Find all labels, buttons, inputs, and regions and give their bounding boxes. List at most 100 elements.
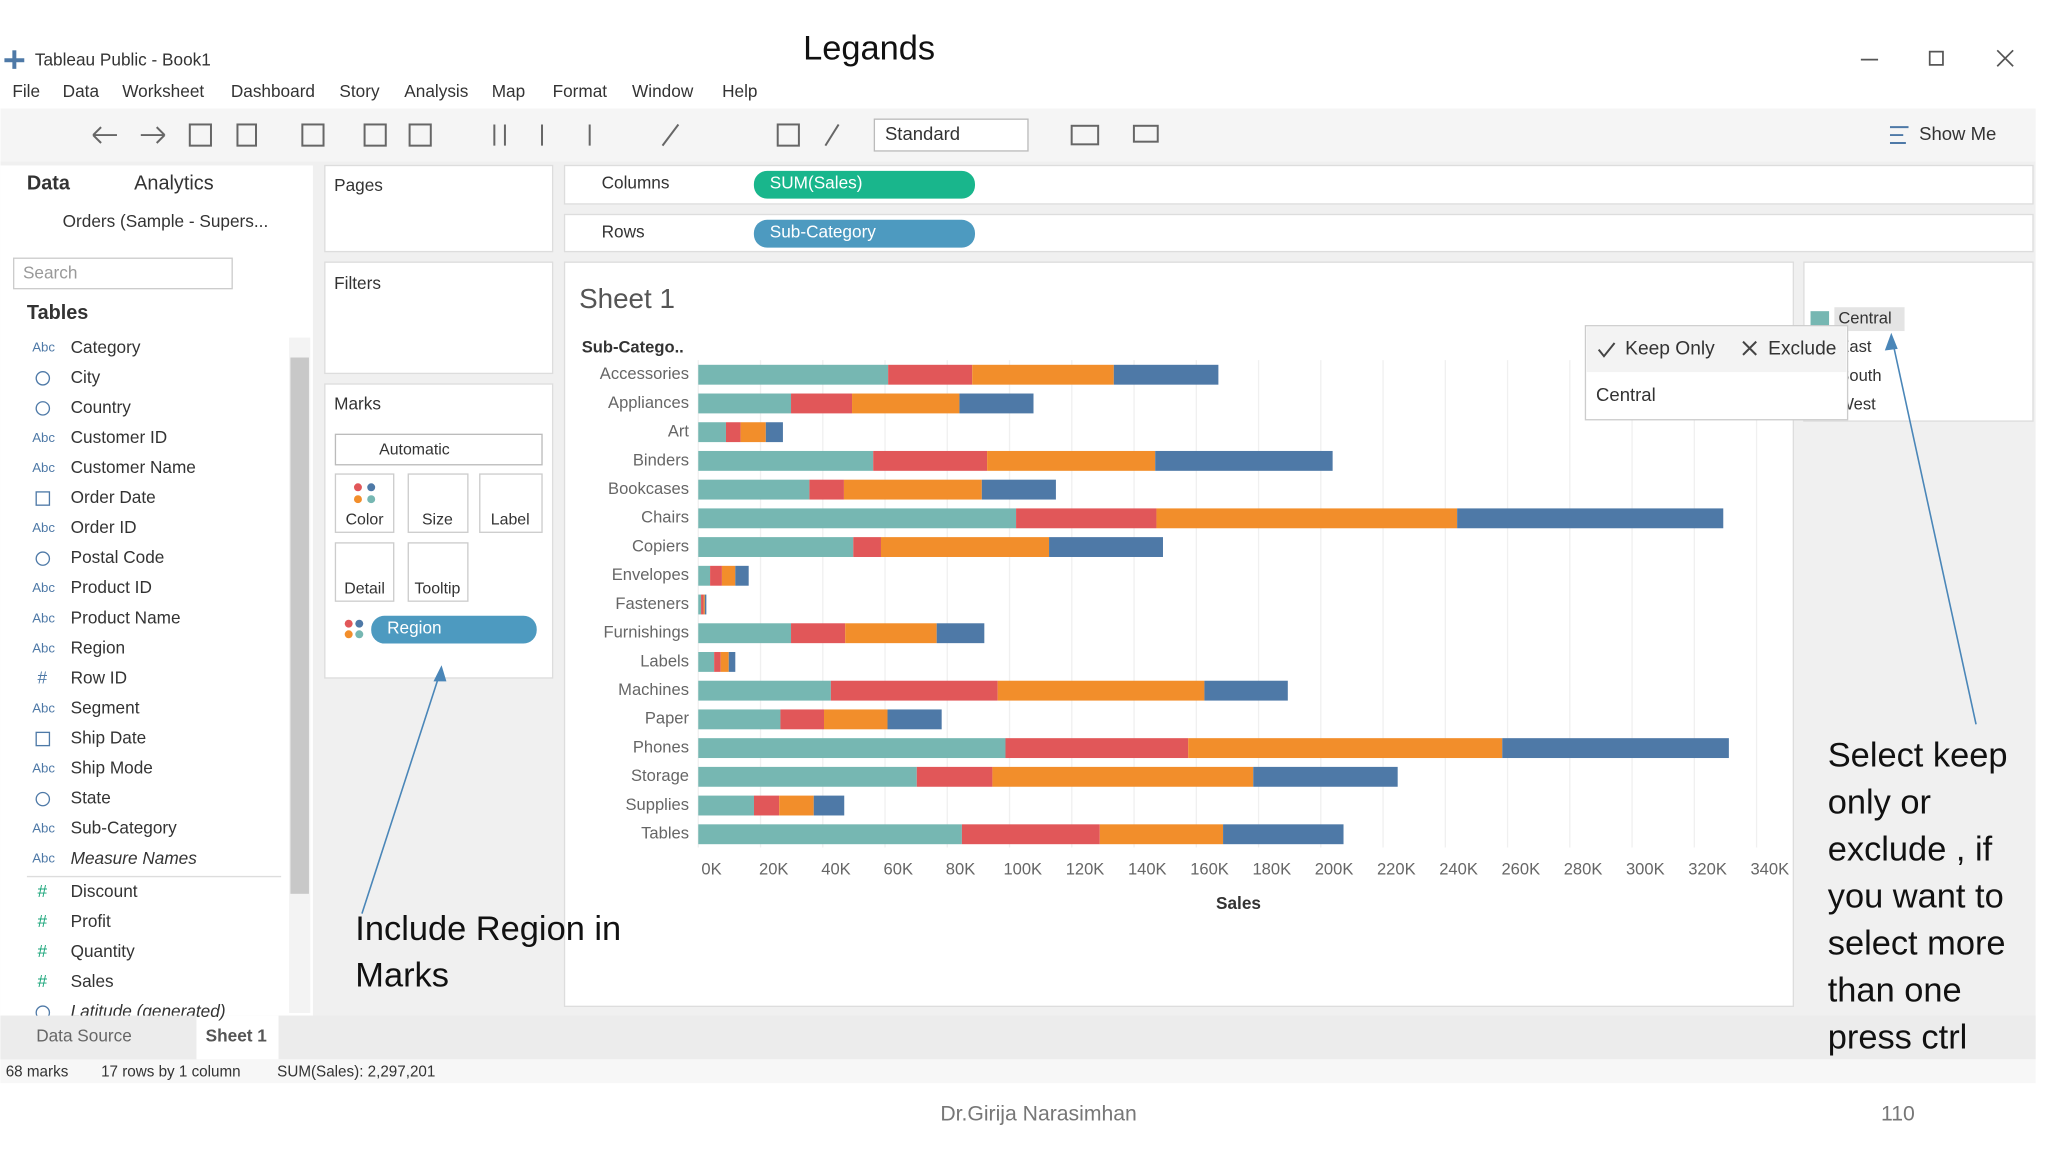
menu-item[interactable]: Window [632,81,694,101]
bar-segment[interactable] [791,393,853,414]
field-name[interactable]: Order ID [71,517,137,537]
bar-segment[interactable] [830,680,998,701]
bar-segment[interactable] [710,565,722,586]
show-me[interactable]: Show Me [1919,123,1996,144]
menu-item[interactable]: Data [63,81,100,101]
menu-item[interactable]: Map [492,81,525,101]
bar-segment[interactable] [1113,364,1219,385]
mark-type[interactable]: Automatic [379,441,450,458]
field-name[interactable]: Order Date [71,487,156,507]
legend-label[interactable]: Central [1838,308,1891,327]
menu-item[interactable]: Worksheet [122,81,204,101]
scroll-thumb[interactable] [290,357,309,894]
rows-pill-text[interactable]: Sub-Category [770,222,877,242]
analytics-tab[interactable]: Analytics [134,172,214,194]
bar-segment[interactable] [961,824,1100,845]
mark-button[interactable]: Detail [344,580,385,597]
mark-button[interactable]: Tooltip [414,580,460,597]
view-size[interactable]: Standard [885,123,960,144]
bar-segment[interactable] [1502,738,1729,759]
keep-only[interactable]: Keep Only [1625,339,1715,360]
bar-segment[interactable] [698,738,1006,759]
bar-segment[interactable] [853,537,881,557]
bar-segment[interactable] [765,422,783,443]
bar-segment[interactable] [1223,824,1344,845]
data-tab[interactable]: Data [27,172,71,194]
bar-segment[interactable] [753,795,780,816]
field-name[interactable]: Product ID [71,577,152,597]
menu-item[interactable]: Dashboard [231,81,315,101]
bar-segment[interactable] [1188,738,1503,759]
view-size-dropdown[interactable] [873,118,1029,152]
bar-segment[interactable] [1099,824,1224,845]
bar-segment[interactable] [824,709,888,730]
bar-segment[interactable] [703,594,705,615]
bar-segment[interactable] [698,393,792,414]
field-name[interactable]: Product Name [71,607,181,627]
bar-segment[interactable] [916,766,993,787]
bar-segment[interactable] [735,565,749,586]
sheet-tab-bg[interactable] [196,1015,279,1060]
bar-segment[interactable] [791,623,846,644]
mark-button[interactable]: Color [346,512,385,529]
field-name[interactable]: Customer Name [71,457,196,477]
bar-segment[interactable] [698,565,711,586]
bar-segment[interactable] [843,479,982,500]
bar-segment[interactable] [1457,508,1724,529]
field-name[interactable]: Category [71,337,141,357]
field-name[interactable]: Customer ID [71,427,168,447]
bar-segment[interactable] [698,795,754,816]
field-name[interactable]: Discount [71,881,138,901]
bar-segment[interactable] [698,537,854,557]
bar-segment[interactable] [698,594,702,615]
bar-segment[interactable] [1005,738,1189,759]
field-name[interactable]: Sales [71,971,114,991]
bar-segment[interactable] [987,450,1156,471]
bar-segment[interactable] [997,680,1205,701]
field-name[interactable]: Sub-Category [71,818,178,838]
search-box[interactable] [13,257,233,290]
menu-item[interactable]: File [12,81,40,101]
bar-segment[interactable] [698,364,889,385]
bar-segment[interactable] [936,623,985,644]
bar-segment[interactable] [704,594,707,615]
bar-segment[interactable] [698,422,726,443]
bar-segment[interactable] [992,766,1254,787]
menu-item[interactable]: Story [339,81,380,101]
data-source-name[interactable]: Orders (Sample - Supers... [63,211,269,231]
field-name[interactable]: Region [71,637,126,657]
bar-segment[interactable] [873,450,988,471]
bar-segment[interactable] [728,652,736,672]
field-name[interactable]: Measure Names [71,848,198,868]
field-name[interactable]: Ship Mode [71,758,153,778]
bar-segment[interactable] [972,364,1114,385]
field-name[interactable]: City [71,367,101,387]
bar-segment[interactable] [740,422,766,443]
bar-segment[interactable] [698,623,792,644]
bar-segment[interactable] [725,422,741,443]
bar-segment[interactable] [880,537,1050,557]
bar-segment[interactable] [1016,508,1157,529]
field-name[interactable]: Ship Date [71,728,147,748]
mark-type-dropdown[interactable] [334,433,543,466]
menu-item[interactable]: Format [553,81,608,101]
columns-pill-text[interactable]: SUM(Sales) [770,173,863,193]
bar-segment[interactable] [888,364,973,385]
legend-swatch[interactable] [1810,311,1830,328]
bar-segment[interactable] [959,393,1034,414]
bar-segment[interactable] [698,680,831,701]
bar-segment[interactable] [698,479,810,500]
bar-segment[interactable] [720,652,729,672]
bar-segment[interactable] [721,565,736,586]
bar-segment[interactable] [698,824,962,845]
bar-segment[interactable] [809,479,844,500]
bar-segment[interactable] [887,709,942,730]
bar-segment[interactable] [701,594,704,615]
bar-segment[interactable] [698,766,917,787]
field-name[interactable]: State [71,788,111,808]
bottom-tab[interactable]: Data Source [36,1025,132,1045]
menu-item[interactable]: Help [722,81,757,101]
field-name[interactable]: Postal Code [71,547,165,567]
bar-segment[interactable] [1204,680,1288,701]
bar-segment[interactable] [780,709,825,730]
